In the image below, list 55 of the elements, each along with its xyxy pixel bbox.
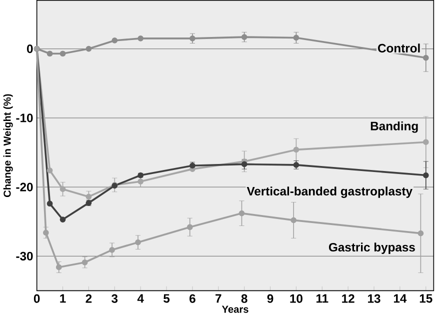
point [422, 139, 429, 145]
x-tick-label: 15 [420, 294, 432, 303]
point [42, 230, 49, 236]
point [135, 239, 141, 246]
series-label: Vertical-banded gastroplasty [246, 186, 412, 198]
point [60, 186, 66, 192]
point [422, 172, 429, 178]
x-tick-label: 12 [342, 294, 354, 303]
point [241, 161, 248, 168]
point [293, 146, 300, 153]
y-tick-label: -30 [16, 252, 33, 260]
x-tick-label: 3 [112, 294, 118, 303]
x-tick-label: 6 [190, 294, 196, 303]
x-tick-label: 10 [290, 294, 302, 303]
x-tick-label: 11 [316, 294, 328, 303]
y-tick-label: -20 [16, 182, 33, 192]
x-tick-label: 13 [368, 294, 380, 303]
point [293, 34, 300, 41]
point [186, 224, 193, 230]
x-tick-label: 14 [394, 294, 407, 303]
point [86, 194, 92, 200]
series-label: Banding [370, 121, 418, 133]
x-tick-label: 2 [86, 294, 92, 303]
point [138, 178, 144, 184]
point [109, 246, 115, 253]
x-tick-label: 8 [241, 294, 248, 303]
x-tick-label: 0 [34, 294, 40, 303]
x-tick-label: 1 [60, 294, 66, 303]
point [60, 216, 66, 222]
point [46, 200, 53, 206]
point [190, 35, 196, 42]
point [241, 34, 248, 40]
x-tick-label: 7 [216, 294, 222, 303]
point [56, 264, 62, 270]
point [82, 259, 88, 266]
point [112, 37, 118, 44]
point [422, 54, 429, 61]
x-tick-label: 5 [164, 294, 170, 303]
series-label: Gastric bypass [328, 242, 415, 254]
x-axis-title: Years [222, 306, 248, 313]
point [190, 162, 196, 168]
point [86, 46, 92, 52]
y-tick-label: 0 [26, 44, 33, 53]
point [60, 50, 66, 56]
point [138, 35, 144, 42]
y-tick-label: -10 [16, 114, 33, 122]
point [46, 50, 53, 56]
x-tick-label: 9 [267, 294, 274, 303]
point [46, 167, 53, 174]
series-label: Control [378, 44, 420, 52]
point [238, 210, 245, 216]
point [290, 217, 297, 224]
point [418, 230, 424, 236]
y-axis-title: Change in Weight (%) [3, 94, 13, 197]
x-tick-label: 4 [137, 294, 144, 303]
